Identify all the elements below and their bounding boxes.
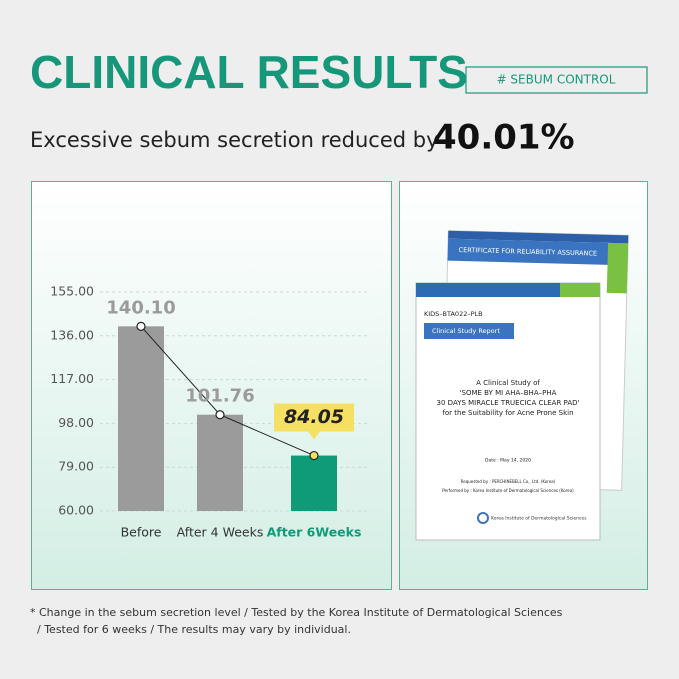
tag-box — [465, 66, 648, 94]
y-tick-label: 60.00 — [58, 503, 94, 518]
footnote: * Change in the sebum secretion level / … — [30, 606, 563, 619]
point — [309, 450, 319, 461]
chart-panel — [31, 181, 392, 590]
stripe — [416, 283, 600, 297]
y-tick-label: 155.00 — [50, 284, 94, 299]
study-line: A Clinical Study of — [476, 379, 540, 387]
certificate-title: CERTIFICATE FOR RELIABILITY ASSURANCE — [458, 246, 597, 258]
stripe — [448, 230, 629, 244]
bar — [291, 455, 337, 511]
y-tick-label: 98.00 — [58, 415, 94, 430]
value-label: 140.10 — [106, 297, 175, 318]
title: CLINICAL RESULTS — [30, 46, 468, 98]
footnote: / Tested for 6 weeks / The results may v… — [30, 623, 351, 636]
bar — [197, 414, 243, 511]
requested: Requested by : PERCHINEBELL Co., Ltd. (K… — [461, 479, 556, 484]
stripe — [560, 283, 600, 297]
study-line: for the Suitability for Acne Prone Skin — [442, 409, 573, 417]
date: Date : May 14, 2020 — [485, 458, 531, 464]
code: KIDS–BTA022–PLB — [424, 310, 483, 318]
bar — [118, 326, 164, 511]
value-label: 101.76 — [185, 386, 254, 407]
y-tick-label: 136.00 — [50, 327, 94, 342]
value-label: 84.05 — [284, 406, 344, 428]
x-tick-label: After 6Weeks — [267, 525, 362, 540]
callout — [274, 403, 354, 440]
report: Clinical Study Report — [432, 327, 500, 335]
subtitle: Excessive sebum secretion reduced by — [30, 128, 439, 152]
y-tick-label: 79.00 — [58, 459, 94, 474]
tag: # SEBUM CONTROL — [497, 73, 616, 87]
performed: Performed by : Korea Institute of Dermat… — [442, 488, 574, 493]
logo-mark — [477, 512, 489, 524]
point — [215, 410, 225, 420]
report-box — [424, 323, 514, 339]
chart: 60.00 79.00 98.00 117.00 136.00 155.00 Before A… — [50, 284, 370, 540]
x-tick-label: After 4 Weeks — [177, 525, 264, 540]
y-tick-label: 117.00 — [50, 371, 94, 386]
highlight: 40.01% — [433, 118, 575, 158]
point — [136, 321, 146, 331]
study-line: 30 DAYS MIRACLE TRUECICA CLEAR PAD' — [437, 399, 580, 407]
x-tick-label: Before — [121, 525, 162, 540]
study-line: 'SOME BY MI AHA–BHA–PHA — [460, 389, 557, 397]
logo: Korea Institute of Dermatological Scienc… — [491, 516, 587, 522]
stripe — [606, 242, 629, 294]
certificate-front: KIDS–BTA022–PLB Clinical Study Report A … — [415, 282, 601, 541]
banner — [447, 238, 629, 266]
